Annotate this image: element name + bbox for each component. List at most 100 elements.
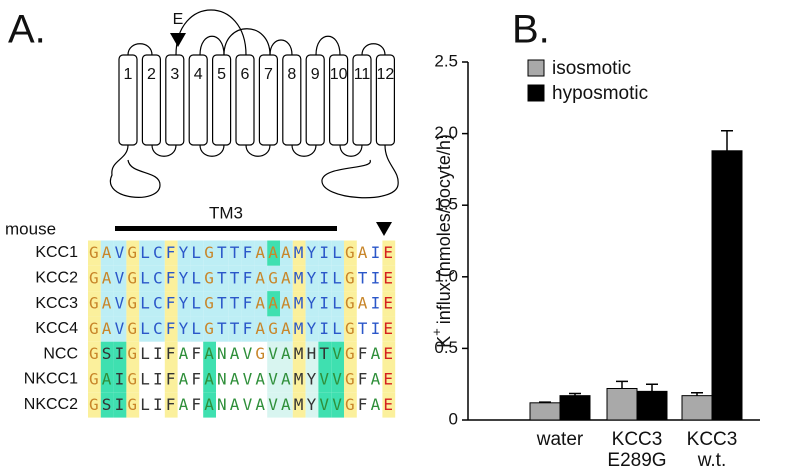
y-axis-label-part: +: [429, 328, 444, 336]
residue: A: [179, 344, 189, 363]
residue-shade: [100, 291, 114, 317]
residue: T: [319, 344, 329, 363]
residue-shade: [280, 341, 293, 367]
residue: A: [255, 243, 265, 262]
y-axis-label-part: influx (nmoles/oocyte/h): [434, 134, 454, 324]
residue: G: [89, 394, 99, 413]
helix: [282, 54, 302, 146]
residue-shade: [267, 291, 280, 317]
residue: F: [166, 318, 176, 337]
species-label: mouse: [5, 219, 56, 238]
residue: G: [204, 293, 214, 312]
residue-shade: [331, 341, 344, 367]
helix: [141, 54, 161, 146]
residue: Y: [307, 293, 317, 312]
residue-shade: [164, 240, 178, 266]
residue-shade: [216, 265, 229, 292]
residue: G: [345, 268, 355, 287]
residue: C: [153, 318, 163, 337]
residue-shade: [88, 316, 101, 342]
residue: M: [294, 293, 304, 312]
residue-shade: [228, 265, 242, 292]
residue: G: [127, 318, 137, 337]
residue: V: [268, 394, 278, 413]
residue: C: [153, 293, 163, 312]
helix-number: 8: [287, 66, 296, 83]
residue-shade: [382, 265, 396, 292]
residue-shade: [280, 291, 293, 317]
helix: [235, 54, 255, 146]
error-bar: [569, 392, 581, 396]
residue-shade: [139, 316, 152, 342]
residue: M: [294, 243, 304, 262]
residue: V: [268, 369, 278, 388]
residue: F: [191, 344, 201, 363]
residue-shade: [113, 341, 127, 367]
residue: G: [89, 318, 99, 337]
residue: L: [140, 394, 150, 413]
residue: A: [255, 318, 265, 337]
residue: G: [204, 268, 214, 287]
residue: A: [102, 243, 112, 262]
residue-shade: [382, 341, 396, 367]
residue-shade: [318, 392, 332, 418]
residue-shade: [203, 291, 216, 317]
row-name: KCC3: [35, 295, 78, 312]
residue: A: [204, 369, 214, 388]
residue-shade: [241, 240, 255, 266]
residue: E: [383, 268, 393, 287]
residue-shade: [177, 291, 191, 317]
residue-shade: [267, 341, 280, 367]
residue-shade: [292, 341, 306, 367]
residue-shade: [344, 392, 357, 418]
residue: M: [294, 268, 304, 287]
residue: F: [243, 293, 253, 312]
residue: G: [204, 318, 214, 337]
residue-shade: [241, 265, 255, 292]
residue: Y: [307, 243, 317, 262]
residue: Y: [307, 369, 317, 388]
residue: A: [179, 394, 189, 413]
residue: A: [281, 293, 291, 312]
residue-shade: [88, 341, 101, 367]
bar: [559, 395, 591, 421]
residue: V: [115, 293, 125, 312]
residue-shade: [344, 265, 357, 292]
alignment-arrow: [376, 222, 392, 236]
residue-shade: [318, 240, 332, 266]
residue: V: [332, 369, 342, 388]
residue-shade: [126, 316, 140, 342]
residue-shade: [100, 240, 114, 266]
residue: F: [358, 369, 368, 388]
bar: [681, 395, 713, 421]
residue: L: [191, 268, 201, 287]
residue: A: [268, 243, 278, 262]
x-tick-label: water: [536, 429, 584, 450]
residue: T: [217, 318, 227, 337]
residue-shade: [126, 265, 140, 292]
residue-shade: [331, 291, 344, 317]
residue: Y: [307, 318, 317, 337]
residue-shade: [280, 367, 293, 393]
residue-shade: [203, 341, 216, 367]
residue-shade: [164, 341, 178, 367]
residue-shade: [113, 367, 127, 393]
residue: G: [89, 344, 99, 363]
helix-number: 7: [264, 66, 273, 83]
helix-number: 6: [241, 66, 250, 83]
legend-label: hyposmotic: [552, 83, 648, 104]
residue: L: [191, 243, 201, 262]
residue-shade: [254, 265, 268, 292]
residue-shade: [254, 291, 268, 317]
x-tick-label: E289G: [607, 450, 666, 471]
residue: C: [153, 268, 163, 287]
residue: L: [191, 293, 201, 312]
residue-shade: [113, 392, 127, 418]
residue: V: [319, 394, 329, 413]
residue: E: [383, 293, 393, 312]
tm3-bar: [115, 226, 337, 231]
residue-shade: [177, 316, 191, 342]
residue: F: [243, 318, 253, 337]
residue: G: [345, 318, 355, 337]
